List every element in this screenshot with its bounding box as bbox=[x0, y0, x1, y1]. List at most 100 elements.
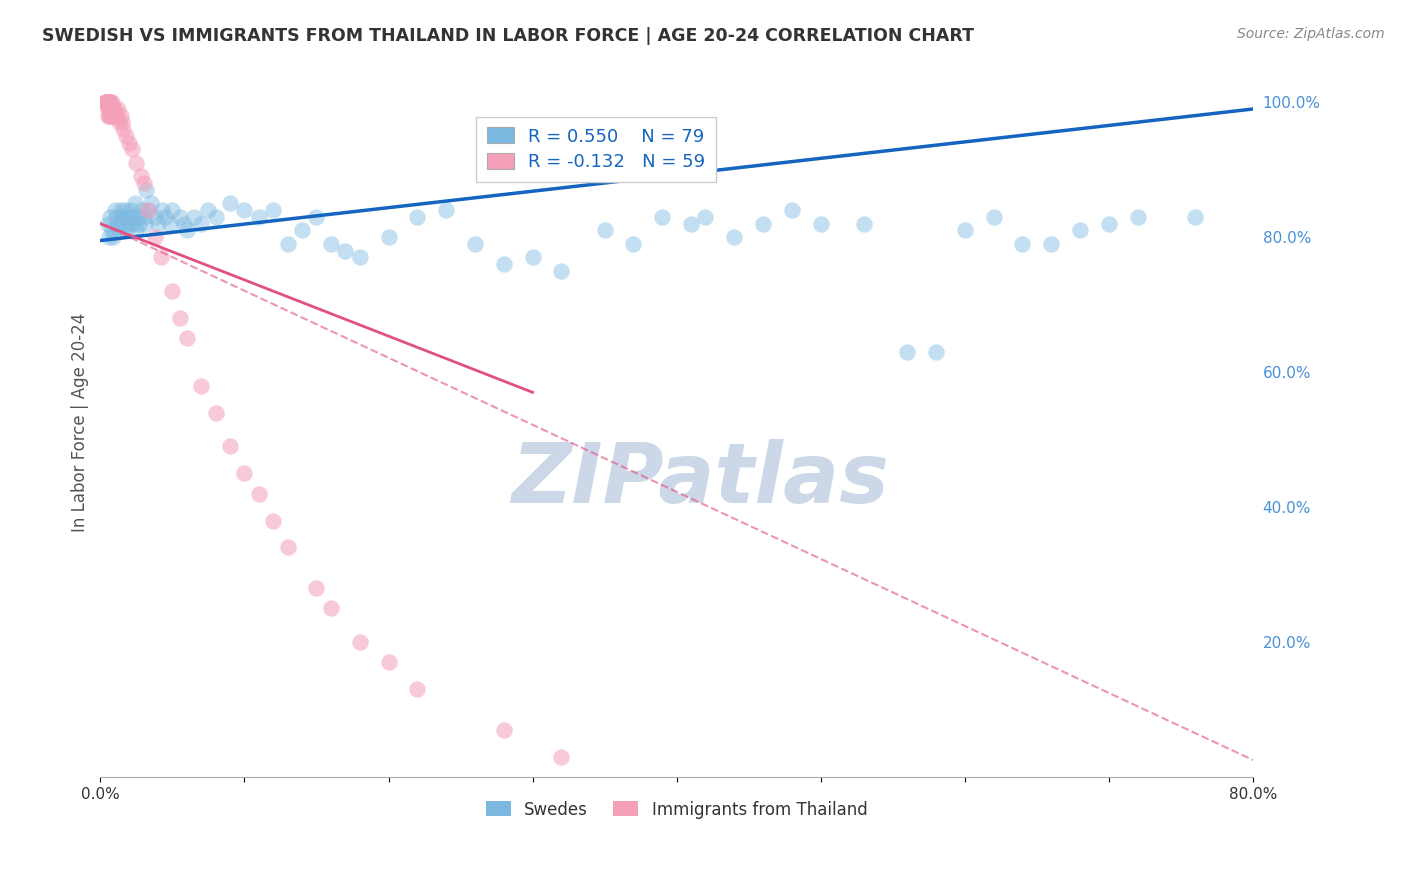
Point bbox=[98, 102, 121, 116]
Point bbox=[107, 102, 129, 116]
Text: Source: ZipAtlas.com: Source: ZipAtlas.com bbox=[1237, 27, 1385, 41]
Point bbox=[651, 210, 673, 224]
Point bbox=[406, 210, 429, 224]
Point bbox=[149, 251, 172, 265]
Point bbox=[153, 210, 176, 224]
Point bbox=[262, 514, 284, 528]
Point bbox=[150, 203, 173, 218]
Point bbox=[96, 102, 118, 116]
Point bbox=[319, 601, 342, 615]
Point bbox=[129, 203, 152, 218]
Point bbox=[522, 251, 544, 265]
Point bbox=[108, 115, 131, 129]
Y-axis label: In Labor Force | Age 20-24: In Labor Force | Age 20-24 bbox=[72, 313, 89, 533]
Point bbox=[723, 230, 745, 244]
Point bbox=[377, 230, 399, 244]
Point bbox=[550, 264, 572, 278]
Point bbox=[135, 183, 157, 197]
Point bbox=[169, 210, 191, 224]
Point bbox=[103, 102, 125, 116]
Point bbox=[124, 196, 146, 211]
Point bbox=[110, 203, 132, 218]
Point bbox=[169, 311, 191, 326]
Point bbox=[319, 236, 342, 251]
Point bbox=[104, 203, 127, 218]
Point bbox=[159, 217, 181, 231]
Point bbox=[100, 95, 122, 110]
Point bbox=[101, 109, 124, 123]
Point bbox=[117, 210, 139, 224]
Point bbox=[136, 203, 159, 218]
Point bbox=[132, 176, 155, 190]
Point bbox=[110, 109, 132, 123]
Point bbox=[852, 217, 875, 231]
Point bbox=[96, 95, 118, 110]
Point bbox=[464, 236, 486, 251]
Point bbox=[925, 344, 948, 359]
Point bbox=[94, 95, 117, 110]
Point bbox=[896, 344, 918, 359]
Point bbox=[247, 210, 270, 224]
Point bbox=[118, 217, 141, 231]
Point bbox=[103, 230, 125, 244]
Point bbox=[108, 223, 131, 237]
Point bbox=[277, 541, 299, 555]
Point bbox=[197, 203, 219, 218]
Point bbox=[143, 230, 166, 244]
Point bbox=[96, 95, 118, 110]
Point bbox=[115, 223, 138, 237]
Point bbox=[98, 102, 121, 116]
Point bbox=[132, 210, 155, 224]
Point bbox=[247, 486, 270, 500]
Legend: Swedes, Immigrants from Thailand: Swedes, Immigrants from Thailand bbox=[479, 794, 875, 825]
Point bbox=[233, 203, 256, 218]
Point bbox=[107, 217, 129, 231]
Point bbox=[277, 236, 299, 251]
Point bbox=[105, 210, 128, 224]
Point bbox=[349, 635, 371, 649]
Point bbox=[434, 203, 457, 218]
Point bbox=[96, 95, 118, 110]
Point bbox=[93, 95, 115, 110]
Point bbox=[204, 210, 226, 224]
Point bbox=[128, 217, 150, 231]
Point bbox=[96, 95, 118, 110]
Point bbox=[176, 331, 198, 345]
Point bbox=[100, 109, 122, 123]
Point bbox=[176, 223, 198, 237]
Point bbox=[136, 203, 159, 218]
Point bbox=[120, 203, 142, 218]
Point bbox=[112, 122, 135, 136]
Point bbox=[143, 210, 166, 224]
Point bbox=[96, 217, 118, 231]
Point bbox=[752, 217, 775, 231]
Point bbox=[125, 156, 148, 170]
Point bbox=[94, 95, 117, 110]
Text: SWEDISH VS IMMIGRANTS FROM THAILAND IN LABOR FORCE | AGE 20-24 CORRELATION CHART: SWEDISH VS IMMIGRANTS FROM THAILAND IN L… bbox=[42, 27, 974, 45]
Point bbox=[190, 217, 212, 231]
Point bbox=[98, 95, 121, 110]
Point bbox=[1098, 217, 1121, 231]
Point bbox=[377, 655, 399, 669]
Point bbox=[681, 217, 703, 231]
Point bbox=[100, 102, 122, 116]
Point bbox=[127, 210, 149, 224]
Point bbox=[233, 467, 256, 481]
Point bbox=[100, 210, 122, 224]
Point bbox=[96, 109, 118, 123]
Point bbox=[335, 244, 357, 258]
Point bbox=[780, 203, 803, 218]
Point bbox=[103, 109, 125, 123]
Point bbox=[101, 102, 124, 116]
Point bbox=[96, 95, 118, 110]
Point bbox=[623, 236, 645, 251]
Point bbox=[98, 95, 121, 110]
Point bbox=[94, 95, 117, 110]
Point bbox=[162, 203, 184, 218]
Point bbox=[104, 109, 127, 123]
Point bbox=[134, 217, 156, 231]
Point bbox=[550, 749, 572, 764]
Point bbox=[105, 109, 128, 123]
Point bbox=[101, 223, 124, 237]
Point bbox=[112, 217, 135, 231]
